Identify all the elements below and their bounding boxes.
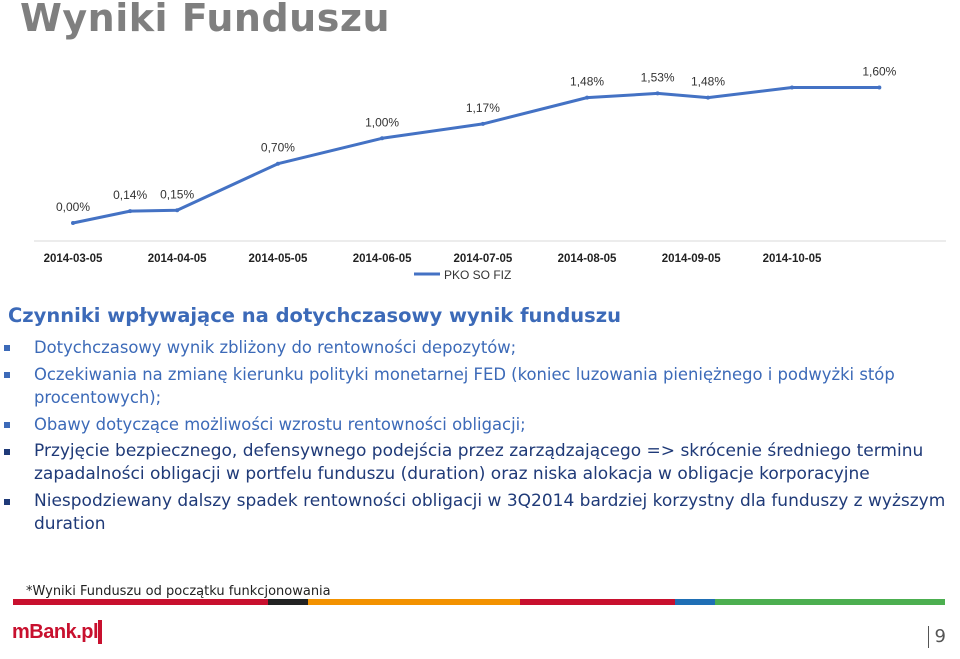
data-point <box>585 95 590 100</box>
list-item: Obawy dotyczące możliwości wzrostu rento… <box>0 413 960 436</box>
x-tick-label: 2014-07-05 <box>453 253 512 265</box>
square-bullet-icon <box>4 372 10 378</box>
data-point <box>71 221 75 225</box>
list-item: Niespodziewany dalszy spadek rentowności… <box>0 490 960 536</box>
legend-label: PKO SO FIZ <box>444 268 511 282</box>
data-point <box>175 208 180 213</box>
x-tick-label: 2014-06-05 <box>353 253 412 265</box>
color-band-segment <box>520 599 675 605</box>
color-band <box>13 599 945 605</box>
data-label: 1,00% <box>365 115 399 129</box>
page-number: 9 <box>927 626 946 648</box>
logo-mark-icon <box>98 620 102 644</box>
list-item-text: Obawy dotyczące możliwości wzrostu rento… <box>34 415 526 434</box>
data-label: 0,14% <box>113 188 147 202</box>
page-title: Wyniki Funduszu <box>20 0 391 40</box>
data-point <box>480 121 485 126</box>
data-point <box>380 136 385 141</box>
data-label: 1,60% <box>862 64 896 78</box>
data-point <box>790 85 794 90</box>
factor-list: Dotychczasowy wynik zbliżony do rentowno… <box>0 336 960 540</box>
data-label: 1,53% <box>641 70 675 84</box>
color-band-segment <box>715 599 945 605</box>
data-point <box>128 209 133 214</box>
x-tick-label: 2014-05-05 <box>249 253 308 265</box>
color-band-segment <box>13 599 268 605</box>
data-point <box>275 161 280 166</box>
list-item: Dotychczasowy wynik zbliżony do rentowno… <box>0 336 960 359</box>
x-tick-label: 2014-08-05 <box>558 253 617 265</box>
square-bullet-icon <box>4 422 10 428</box>
list-item-text: Przyjęcie bezpiecznego, defensywnego pod… <box>34 441 924 484</box>
data-label: 1,48% <box>691 75 725 89</box>
data-label: 0,15% <box>160 187 194 201</box>
data-point <box>655 91 660 96</box>
square-bullet-icon <box>4 449 10 455</box>
x-tick-label: 2014-04-05 <box>148 253 207 265</box>
x-tick-label: 2014-10-05 <box>763 253 822 265</box>
data-label: 1,17% <box>466 101 500 115</box>
list-item-text: Oczekiwania na zmianę kierunku polityki … <box>34 365 895 407</box>
data-point <box>706 95 711 100</box>
x-tick-label: 2014-03-05 <box>44 253 103 265</box>
footnote: *Wyniki Funduszu od początku funkcjonowa… <box>26 584 331 599</box>
x-tick-label: 2014-09-05 <box>662 253 721 265</box>
list-item: Przyjęcie bezpiecznego, defensywnego pod… <box>0 440 960 486</box>
chart-legend: PKO SO FIZ <box>414 268 511 282</box>
color-band-segment <box>268 599 308 605</box>
list-item-text: Niespodziewany dalszy spadek rentowności… <box>34 491 946 534</box>
mbank-logo: mBank.pl <box>12 621 99 643</box>
section-heading: Czynniki wpływające na dotychczasowy wyn… <box>8 304 621 327</box>
color-band-segment <box>675 599 715 605</box>
data-label: 0,00% <box>56 200 90 214</box>
list-item: Oczekiwania na zmianę kierunku polityki … <box>0 363 960 409</box>
square-bullet-icon <box>4 345 10 351</box>
color-band-segment <box>308 599 520 605</box>
data-label: 1,48% <box>570 75 604 89</box>
line-chart: 0,00% 0,14% 0,15% 0,70% 1,00% 1,17% 1,48% 1,53%… <box>34 64 946 282</box>
data-point <box>877 85 882 90</box>
square-bullet-icon <box>4 499 10 505</box>
list-item-text: Dotychczasowy wynik zbliżony do rentowno… <box>34 338 517 357</box>
data-label: 0,70% <box>261 141 295 155</box>
